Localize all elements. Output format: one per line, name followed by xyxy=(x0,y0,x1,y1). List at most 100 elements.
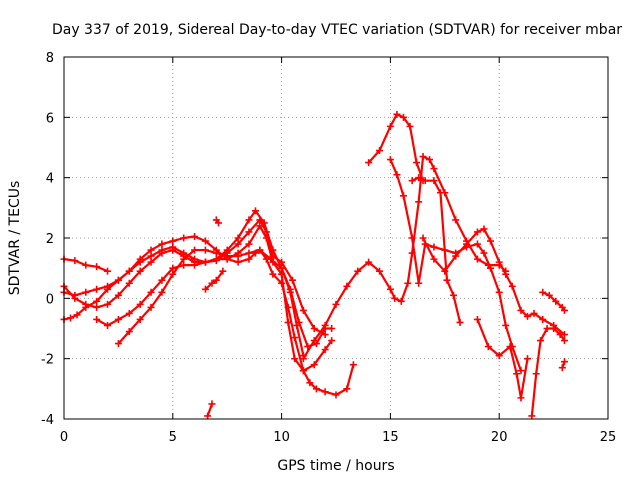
data-point-marker xyxy=(256,216,264,224)
data-point-marker xyxy=(399,192,407,200)
data-point-marker xyxy=(365,159,373,167)
data-point-marker xyxy=(556,331,564,339)
data-point-marker xyxy=(93,285,101,293)
data-point-marker xyxy=(256,246,264,254)
data-point-marker xyxy=(450,291,458,299)
data-point-marker xyxy=(495,258,503,266)
data-point-marker xyxy=(560,306,568,314)
x-tick-label: 25 xyxy=(600,430,617,445)
chart-title: Day 337 of 2019, Sidereal Day-to-day VTE… xyxy=(52,22,622,38)
data-point-marker xyxy=(452,216,460,224)
data-point-marker xyxy=(212,249,220,257)
grid-lines xyxy=(64,57,608,419)
data-point-marker xyxy=(208,400,216,408)
data-point-marker xyxy=(291,355,299,363)
data-point-marker xyxy=(415,279,423,287)
data-point-marker xyxy=(73,311,81,319)
data-point-marker xyxy=(93,297,101,305)
data-point-marker xyxy=(332,391,340,399)
x-tick-label: 5 xyxy=(169,430,177,445)
data-point-marker xyxy=(114,315,122,323)
data-point-marker xyxy=(299,306,307,314)
data-point-marker xyxy=(365,258,373,266)
data-point-marker xyxy=(278,258,286,266)
data-point-marker xyxy=(93,303,101,311)
data-point-marker xyxy=(310,361,318,369)
series-track-3 xyxy=(60,207,336,351)
data-point-marker xyxy=(502,321,510,329)
data-point-marker xyxy=(560,337,568,345)
data-point-marker xyxy=(169,270,177,278)
data-point-marker xyxy=(310,337,318,345)
data-point-marker xyxy=(267,255,275,263)
data-point-marker xyxy=(349,361,357,369)
data-point-marker xyxy=(169,264,177,272)
data-point-marker xyxy=(82,261,90,269)
data-point-marker xyxy=(201,237,209,245)
data-point-marker xyxy=(245,249,253,257)
data-point-marker xyxy=(219,267,227,275)
data-point-marker xyxy=(415,198,423,206)
data-point-marker xyxy=(201,285,209,293)
data-point-marker xyxy=(484,343,492,351)
data-point-marker xyxy=(321,346,329,354)
data-point-marker xyxy=(251,207,259,215)
data-point-marker xyxy=(191,246,199,254)
data-point-marker xyxy=(256,222,264,230)
data-point-marker xyxy=(552,297,560,305)
data-point-marker xyxy=(321,388,329,396)
data-point-marker xyxy=(180,249,188,257)
data-point-marker xyxy=(223,252,231,260)
series-track-14 xyxy=(539,288,568,314)
data-point-marker xyxy=(125,309,133,317)
data-point-marker xyxy=(441,267,449,275)
data-point-marker xyxy=(104,267,112,275)
data-point-marker xyxy=(212,276,220,284)
data-point-marker xyxy=(343,385,351,393)
data-point-marker xyxy=(104,282,112,290)
data-point-marker xyxy=(136,300,144,308)
data-point-marker xyxy=(463,240,471,248)
data-point-marker xyxy=(180,234,188,242)
data-point-marker xyxy=(321,321,329,329)
data-point-marker xyxy=(543,325,551,332)
data-point-marker xyxy=(147,303,155,311)
series-track-6 xyxy=(114,246,307,360)
data-point-marker xyxy=(386,285,394,293)
data-point-marker xyxy=(234,240,242,248)
series-line xyxy=(204,270,224,291)
data-point-marker xyxy=(312,385,320,393)
data-point-marker xyxy=(286,288,294,296)
series-track-2 xyxy=(60,232,357,399)
series-track-17 xyxy=(212,216,222,227)
data-point-marker xyxy=(158,288,166,296)
data-point-marker xyxy=(558,364,566,372)
y-tick-label: 4 xyxy=(46,172,54,187)
data-point-marker xyxy=(299,355,307,363)
series-track-10 xyxy=(386,156,525,375)
data-point-marker xyxy=(473,315,481,323)
data-series-group xyxy=(60,110,568,420)
data-point-marker xyxy=(212,255,220,263)
data-point-marker xyxy=(480,225,488,233)
data-point-marker xyxy=(234,234,242,242)
data-point-marker xyxy=(560,358,568,366)
data-point-marker xyxy=(430,243,438,251)
data-point-marker xyxy=(310,325,318,332)
data-point-marker xyxy=(114,276,122,284)
series-line xyxy=(367,113,425,182)
data-point-marker xyxy=(125,267,133,275)
data-point-marker xyxy=(415,174,423,182)
data-point-marker xyxy=(245,240,253,248)
data-point-marker xyxy=(201,258,209,266)
data-point-marker xyxy=(158,246,166,254)
data-point-marker xyxy=(430,255,438,263)
data-point-marker xyxy=(191,255,199,263)
data-point-marker xyxy=(419,153,427,161)
data-point-marker xyxy=(180,261,188,269)
data-point-marker xyxy=(158,240,166,248)
data-point-marker xyxy=(528,412,536,420)
data-point-marker xyxy=(480,249,488,257)
data-point-marker xyxy=(147,252,155,260)
series-track-15 xyxy=(201,267,227,293)
